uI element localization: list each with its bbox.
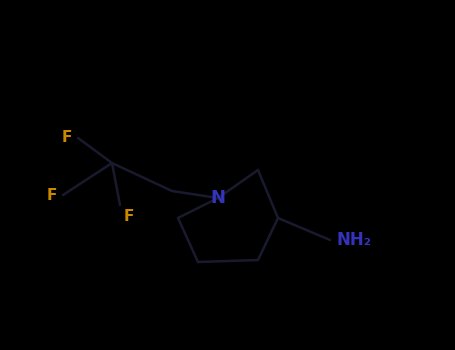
Text: NH₂: NH₂: [336, 231, 371, 249]
Text: N: N: [211, 189, 226, 207]
Text: F: F: [46, 188, 57, 203]
Text: F: F: [61, 131, 72, 146]
Text: F: F: [124, 209, 134, 224]
